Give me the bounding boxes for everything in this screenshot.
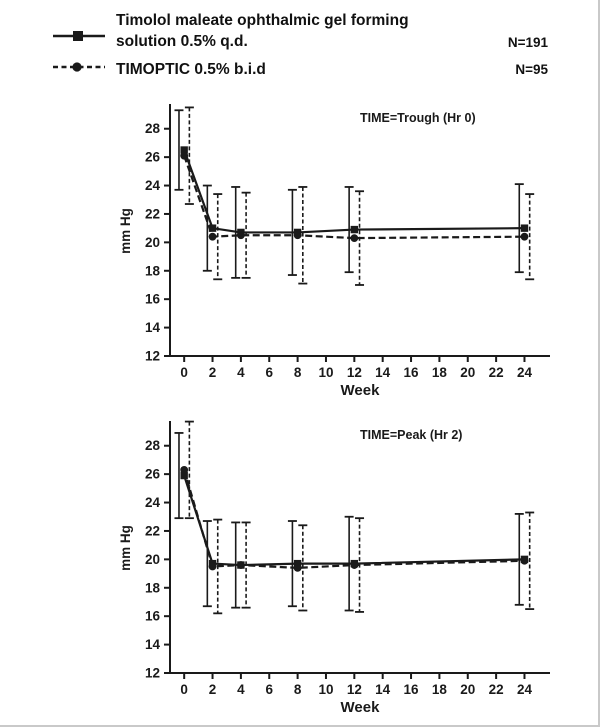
svg-text:8: 8	[294, 365, 302, 380]
svg-text:10: 10	[318, 682, 333, 697]
svg-text:Week: Week	[341, 699, 381, 716]
svg-text:20: 20	[460, 365, 475, 380]
svg-text:8: 8	[294, 682, 302, 697]
solid-line-square-marker-icon	[52, 29, 106, 48]
svg-text:16: 16	[404, 682, 420, 697]
svg-text:28: 28	[145, 438, 161, 453]
svg-text:4: 4	[237, 365, 245, 380]
svg-text:TIME=Peak (Hr 2): TIME=Peak (Hr 2)	[360, 428, 462, 442]
svg-text:18: 18	[145, 580, 161, 595]
svg-text:22: 22	[489, 682, 504, 697]
svg-text:26: 26	[145, 150, 161, 165]
svg-text:26: 26	[145, 467, 161, 482]
legend-item-timoptic: TIMOPTIC 0.5% b.i.d N=95	[52, 59, 598, 80]
trough-chart-container: 12 14 16 18 20 22 24 26 28 0 2 4 6 8 10 12 14 16 18 20 22 24 m…	[116, 100, 598, 407]
svg-text:20: 20	[145, 552, 160, 567]
svg-text:24: 24	[517, 682, 533, 697]
svg-text:12: 12	[347, 682, 362, 697]
svg-text:2: 2	[209, 682, 217, 697]
dashed-line-circle-marker-icon	[52, 60, 106, 79]
svg-text:6: 6	[265, 682, 273, 697]
svg-text:TIME=Trough (Hr 0): TIME=Trough (Hr 0)	[360, 111, 476, 125]
svg-text:22: 22	[145, 523, 160, 538]
svg-text:12: 12	[347, 365, 362, 380]
svg-text:18: 18	[145, 263, 161, 278]
legend-label-gel-solution: Timolol maleate ophthalmic gel forming s…	[116, 10, 409, 52]
svg-text:0: 0	[180, 365, 188, 380]
svg-text:4: 4	[237, 682, 245, 697]
svg-text:24: 24	[145, 495, 161, 510]
svg-text:0: 0	[180, 682, 188, 697]
svg-text:12: 12	[145, 349, 160, 364]
svg-text:22: 22	[489, 365, 504, 380]
legend-label-line2: solution 0.5% q.d.	[116, 33, 248, 50]
svg-text:14: 14	[375, 682, 391, 697]
peak-chart-container: 12 14 16 18 20 22 24 26 28 0 2 4 6 8 10 12 14 16 18 20 22 24 m…	[116, 417, 598, 724]
svg-text:6: 6	[265, 365, 273, 380]
svg-text:14: 14	[145, 320, 161, 335]
svg-text:20: 20	[460, 682, 475, 697]
legend-item-gel-solution: Timolol maleate ophthalmic gel forming s…	[52, 10, 598, 52]
svg-text:24: 24	[517, 365, 533, 380]
svg-text:20: 20	[145, 235, 160, 250]
svg-text:16: 16	[145, 292, 161, 307]
n-count-gel-solution: N=191	[507, 35, 548, 50]
svg-text:16: 16	[404, 365, 420, 380]
svg-text:Week: Week	[341, 382, 381, 399]
legend: Timolol maleate ophthalmic gel forming s…	[0, 0, 598, 80]
svg-text:12: 12	[145, 666, 160, 681]
svg-text:28: 28	[145, 121, 161, 136]
legend-label-line1: Timolol maleate ophthalmic gel forming	[116, 12, 409, 29]
svg-text:24: 24	[145, 178, 161, 193]
svg-text:mm Hg: mm Hg	[118, 525, 133, 571]
svg-text:18: 18	[432, 365, 448, 380]
svg-text:mm Hg: mm Hg	[118, 208, 133, 254]
legend-label-timoptic: TIMOPTIC 0.5% b.i.d	[116, 61, 266, 78]
svg-text:14: 14	[145, 637, 161, 652]
svg-text:16: 16	[145, 609, 161, 624]
svg-text:18: 18	[432, 682, 448, 697]
svg-text:22: 22	[145, 206, 160, 221]
svg-text:14: 14	[375, 365, 391, 380]
svg-text:2: 2	[209, 365, 217, 380]
n-count-timoptic: N=95	[515, 62, 548, 77]
svg-text:10: 10	[318, 365, 333, 380]
